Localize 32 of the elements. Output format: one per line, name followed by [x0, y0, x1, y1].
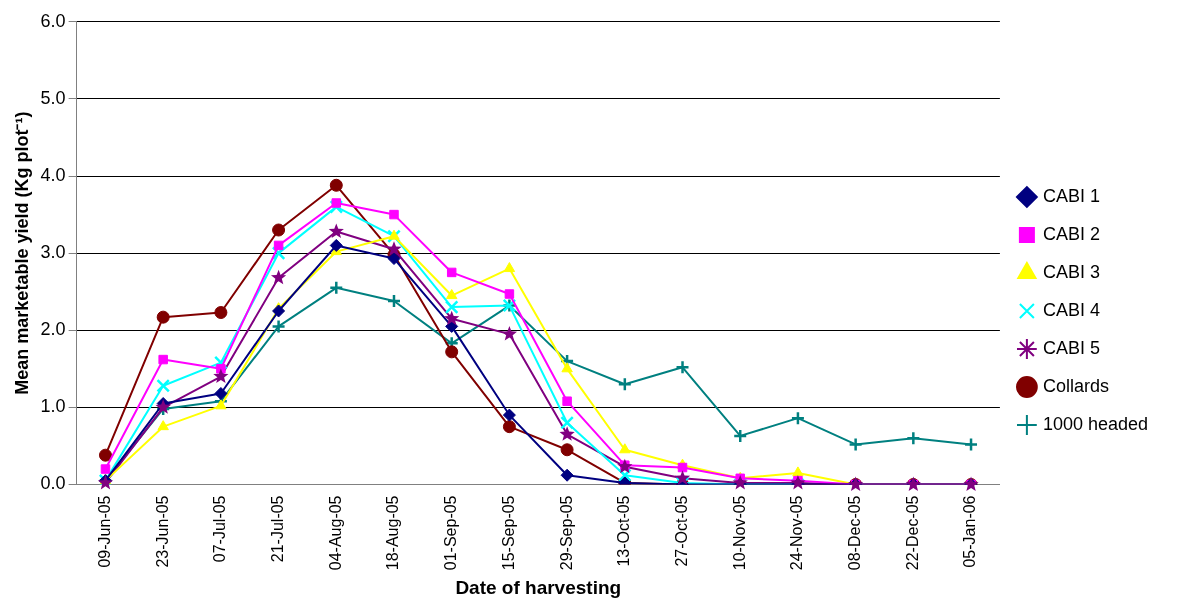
y-tick-label: 0.0	[40, 473, 66, 494]
legend-label: CABI 3	[1042, 261, 1100, 282]
x-tick-label: 15-Sep-05	[499, 495, 517, 571]
legend-label: 1000 headed	[1042, 413, 1148, 434]
y-tick-label: 6.0	[40, 10, 66, 31]
x-tick-label: 08-Dec-05	[846, 495, 864, 571]
y-tick-label: 4.0	[40, 165, 66, 185]
x-tick-label: 09-Jun-05	[95, 495, 113, 568]
x-tick-label: 18-Aug-05	[384, 495, 402, 571]
x-tick-label: 07-Jul-05	[211, 495, 229, 563]
legend-label: CABI 5	[1042, 337, 1100, 358]
y-tick-label: 5.0	[40, 87, 66, 108]
legend-label: CABI 4	[1042, 299, 1100, 320]
x-tick-label: 24-Nov-05	[788, 495, 806, 571]
x-tick-label: 10-Nov-05	[730, 495, 748, 571]
y-tick-label: 1.0	[40, 396, 66, 417]
x-tick-label: 13-Oct-05	[615, 495, 633, 567]
legend-label: CABI 2	[1042, 223, 1100, 244]
x-tick-label: 27-Oct-05	[672, 495, 690, 567]
x-tick-label: 22-Dec-05	[903, 495, 921, 571]
x-tick-label: 05-Jan-06	[961, 495, 979, 568]
legend-label: CABI 1	[1042, 185, 1100, 206]
x-tick-label: 01-Sep-05	[442, 495, 460, 571]
x-tick-label: 04-Aug-05	[326, 495, 344, 571]
x-tick-label: 29-Sep-05	[557, 495, 575, 571]
y-axis-title: Mean marketable yield (Kg plot⁻¹)	[11, 111, 32, 395]
x-tick-label: 21-Jul-05	[268, 495, 286, 563]
x-axis-title: Date of harvesting	[455, 576, 622, 598]
y-tick-label: 2.0	[40, 319, 66, 340]
legend-label: Collards	[1042, 375, 1109, 396]
y-tick-label: 3.0	[40, 242, 66, 263]
x-tick-label: 23-Jun-05	[153, 495, 171, 568]
